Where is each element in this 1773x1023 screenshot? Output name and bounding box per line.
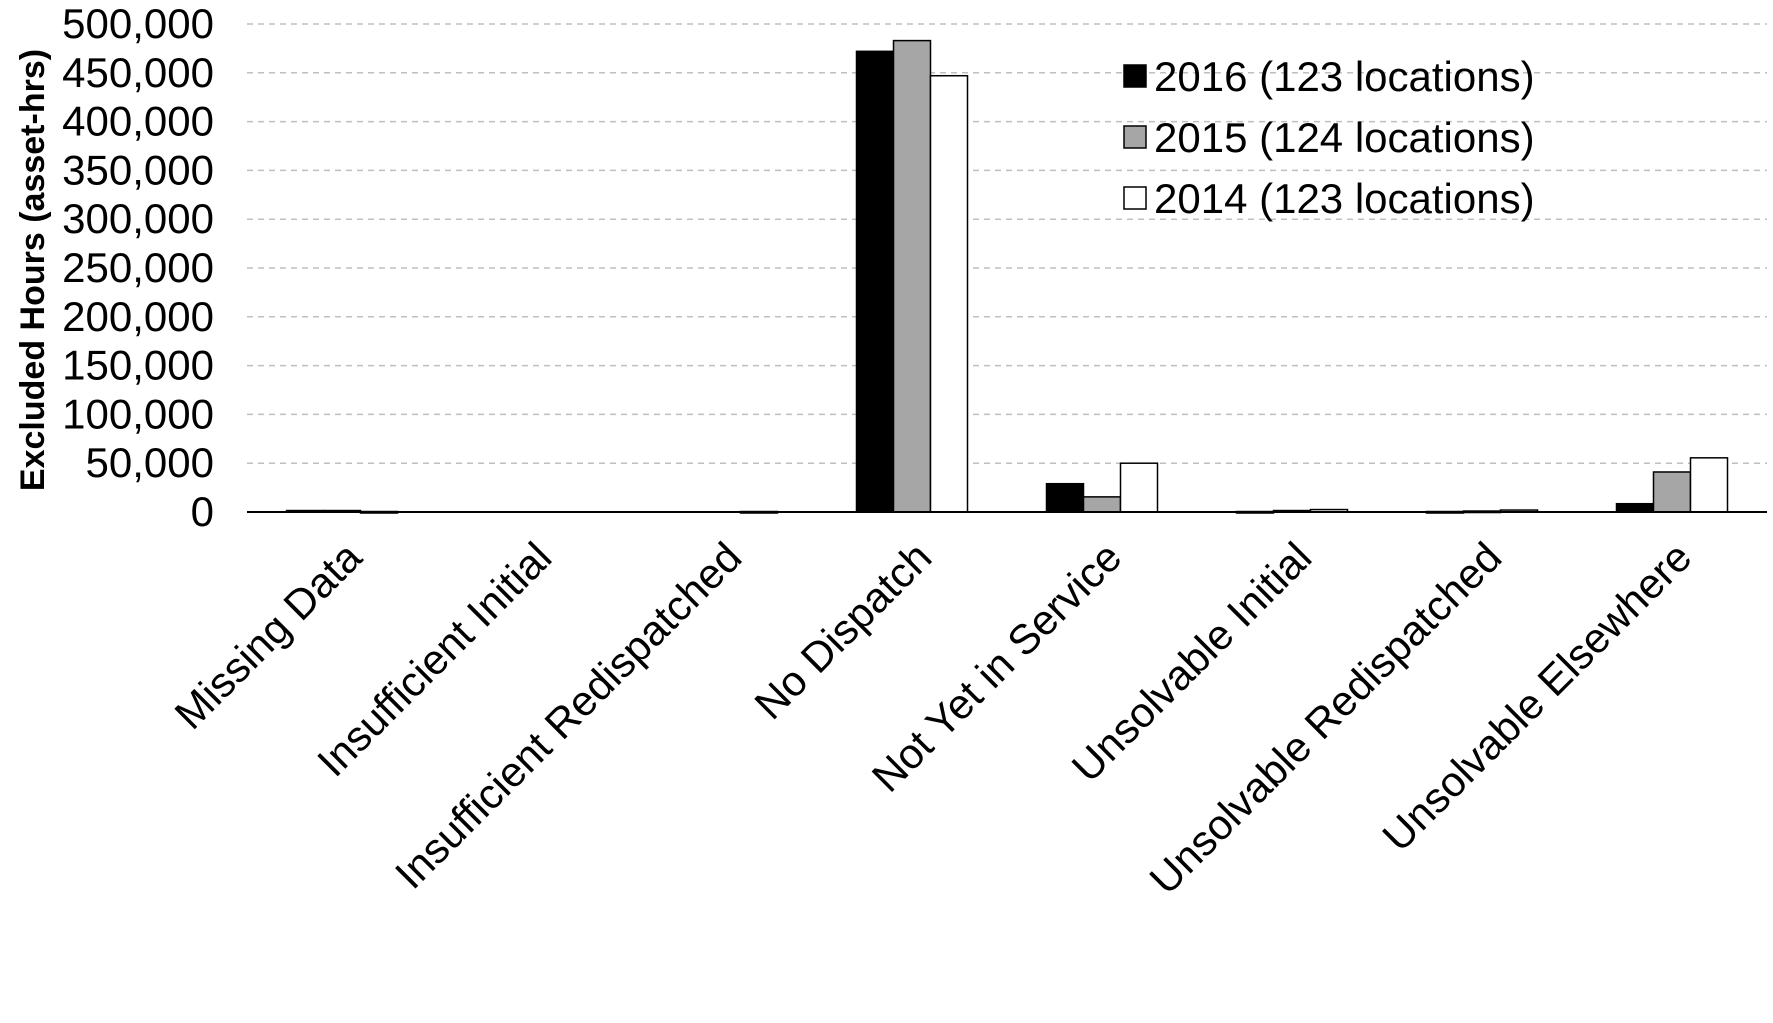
y-tick-label: 150,000	[62, 342, 214, 389]
bar-series1	[1045, 482, 1085, 513]
legend-swatch	[1123, 186, 1147, 210]
y-tick-label: 500,000	[62, 0, 214, 47]
bar-series3	[929, 74, 969, 513]
bar-series1	[855, 50, 895, 513]
y-tick-label: 450,000	[62, 49, 214, 96]
legend: 2016 (123 locations) 2015 (124 locations)…	[1123, 53, 1535, 222]
y-tick-label: 200,000	[62, 293, 214, 340]
category-label: Unsolvable Elsewhere	[1373, 533, 1700, 860]
y-tick-label: 350,000	[62, 146, 214, 193]
bar-series3	[1119, 462, 1159, 513]
legend-label: 2016 (123 locations)	[1154, 53, 1535, 100]
legend-label: 2015 (124 locations)	[1154, 114, 1535, 161]
y-axis-ticks: 050,000100,000150,000200,000250,000300,0…	[62, 0, 214, 535]
gridlines	[247, 23, 1767, 464]
bar-series3	[1689, 457, 1729, 513]
legend-swatch	[1123, 125, 1147, 149]
bar-series2	[1082, 496, 1122, 513]
legend-swatch	[1123, 64, 1147, 88]
bars	[285, 39, 1729, 514]
y-axis-title: Excluded Hours (asset-hrs)	[14, 49, 52, 491]
y-tick-label: 50,000	[86, 439, 214, 486]
category-label: Insufficient Redispatched	[386, 533, 751, 898]
category-label: Unsolvable Redispatched	[1140, 533, 1510, 903]
bar-series2	[892, 39, 932, 513]
category-label: No Dispatch	[745, 533, 940, 728]
legend-label: 2014 (123 locations)	[1154, 175, 1535, 222]
y-tick-label: 400,000	[62, 98, 214, 145]
bar-series1	[1615, 502, 1655, 513]
y-tick-label: 0	[191, 488, 214, 535]
y-tick-label: 250,000	[62, 244, 214, 291]
bar-series2	[1652, 471, 1692, 513]
y-tick-label: 300,000	[62, 195, 214, 242]
category-label: Missing Data	[165, 533, 370, 738]
y-tick-label: 100,000	[62, 390, 214, 437]
